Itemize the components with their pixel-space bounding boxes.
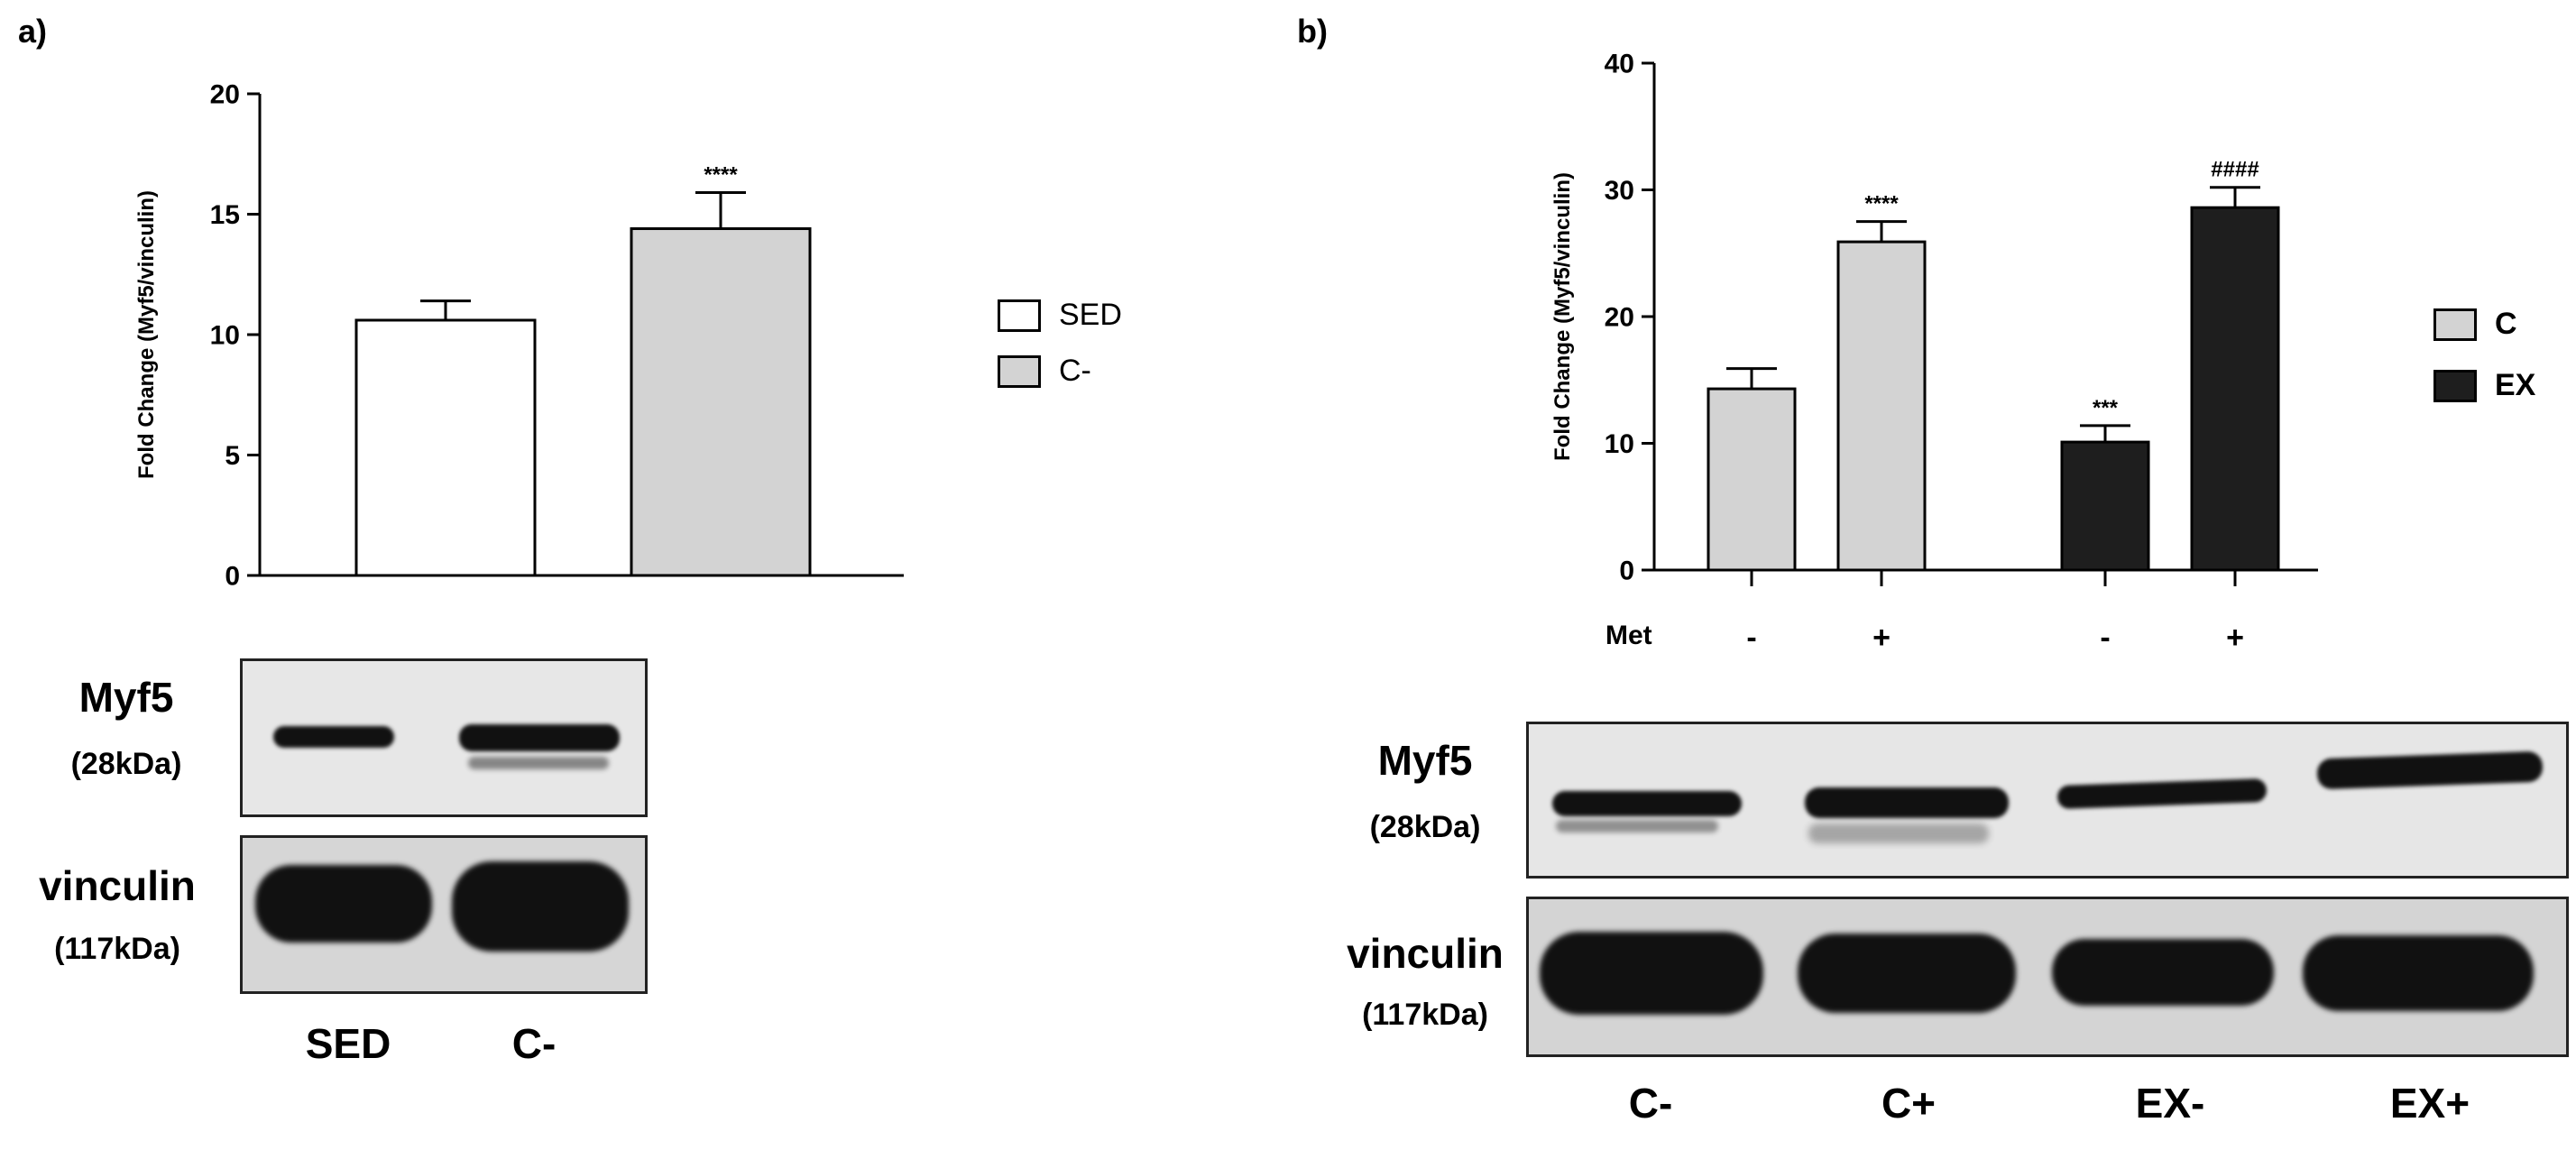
blot-a-loading-kda: (117kDa) xyxy=(54,932,180,966)
legend-swatch-c-minus xyxy=(998,354,1041,388)
bar-2 xyxy=(2060,440,2150,572)
band-a-myf5-c-minus-lower xyxy=(468,757,609,769)
legend-item-ex: EX xyxy=(2433,368,2535,403)
y-tick-label: 10 xyxy=(210,321,240,351)
bar-chart-a: 0 5 10 15 20 Fold Change (Myf5/vinculin) **** xyxy=(134,80,904,592)
band-b-myf5-c-plus-lower xyxy=(1808,823,1989,843)
significance-label-1: **** xyxy=(1864,192,1899,216)
y-tick-label: 30 xyxy=(1605,176,1634,206)
bar-0 xyxy=(1707,387,1797,572)
panel-b: b) 0 10 20 30 40 Fold Change (Myf5/vinculin) *… xyxy=(1281,0,2576,1150)
band-a-vinculin-sed xyxy=(255,865,432,943)
legend-label-sed: SED xyxy=(1059,298,1122,332)
blot-b-loading-label: vinculin xyxy=(1347,930,1504,977)
treatment-label-met: Met xyxy=(1605,621,1652,650)
y-tick-label: 0 xyxy=(225,562,240,592)
band-b-vinculin-ex-minus xyxy=(2052,939,2274,1006)
y-tick-label: 10 xyxy=(1605,429,1634,459)
lane-label-b-2: C+ xyxy=(1881,1080,1937,1127)
blot-b-vinculin-image xyxy=(1526,897,2569,1057)
y-tick-label: 20 xyxy=(1605,303,1634,333)
band-b-myf5-ex-plus xyxy=(2316,750,2544,790)
panel-letter-b: b) xyxy=(1297,13,1328,50)
blot-a-target-kda: (28kDa) xyxy=(70,747,182,781)
band-b-vinculin-c-minus xyxy=(1540,932,1763,1015)
bar-3 xyxy=(2190,206,2280,572)
legend-swatch-sed xyxy=(998,299,1041,332)
met-sign-3: + xyxy=(2226,621,2244,655)
y-tick-label: 40 xyxy=(1605,50,1634,79)
band-b-myf5-c-minus-lower xyxy=(1556,820,1718,833)
lane-label-b-1: C- xyxy=(1628,1080,1673,1127)
lane-label-a-1: SED xyxy=(305,1020,391,1067)
met-sign-0: - xyxy=(1746,621,1756,655)
blot-b-target-kda: (28kDa) xyxy=(1369,810,1481,844)
legend-item-sed: SED xyxy=(998,298,1122,333)
legend-swatch-c xyxy=(2433,308,2477,341)
y-tick-label: 20 xyxy=(210,80,240,110)
lane-label-b-3: EX- xyxy=(2135,1080,2205,1127)
band-a-myf5-sed xyxy=(273,726,394,748)
panel-a: a) 0 5 10 15 20 Fold Change (Myf5/vinculin) **… xyxy=(0,0,1281,1150)
blot-a-vinculin-image xyxy=(240,835,648,994)
band-a-vinculin-c-minus xyxy=(452,861,629,952)
band-a-myf5-c-minus xyxy=(459,724,620,751)
significance-label-2: *** xyxy=(2093,396,2119,420)
y-tick-label: 0 xyxy=(1619,557,1634,586)
band-b-myf5-ex-minus xyxy=(2056,777,2268,810)
legend-item-c: C xyxy=(2433,307,2517,342)
band-b-myf5-c-plus xyxy=(1805,787,2009,818)
legend-label-ex: EX xyxy=(2495,368,2536,402)
y-tick-label: 15 xyxy=(210,200,240,230)
bar-1 xyxy=(630,227,812,577)
lane-label-b-4: EX+ xyxy=(2389,1080,2470,1127)
panel-letter-a: a) xyxy=(18,13,48,50)
band-b-vinculin-c-plus xyxy=(1798,934,2016,1013)
bar-1 xyxy=(1836,240,1927,572)
blot-b-loading-kda: (117kDa) xyxy=(1362,998,1488,1032)
significance-label-3: #### xyxy=(2211,158,2259,182)
met-sign-2: - xyxy=(2100,621,2110,655)
legend-label-c-minus: C- xyxy=(1059,354,1091,388)
legend-item-c-minus: C- xyxy=(998,354,1091,389)
y-tick-label: 5 xyxy=(225,441,240,471)
lane-label-a-2: C- xyxy=(511,1020,557,1067)
y-axis-label: Fold Change (Myf5/vinculin) xyxy=(134,190,159,479)
blot-a-loading-label: vinculin xyxy=(39,862,196,909)
blot-a-target-label: Myf5 xyxy=(78,674,174,721)
met-sign-1: + xyxy=(1872,621,1891,655)
blot-b-myf5-image xyxy=(1526,722,2569,879)
blot-b-target-label: Myf5 xyxy=(1377,737,1473,784)
bar-0 xyxy=(354,318,537,577)
blot-a-myf5-image xyxy=(240,658,648,817)
legend-label-c: C xyxy=(2495,307,2517,341)
significance-label-1: **** xyxy=(704,162,738,187)
band-b-vinculin-ex-plus xyxy=(2303,935,2534,1011)
y-axis-label: Fold Change (Myf5/vinculin) xyxy=(1550,172,1575,461)
band-b-myf5-c-minus xyxy=(1552,791,1742,816)
legend-swatch-ex xyxy=(2433,369,2477,402)
